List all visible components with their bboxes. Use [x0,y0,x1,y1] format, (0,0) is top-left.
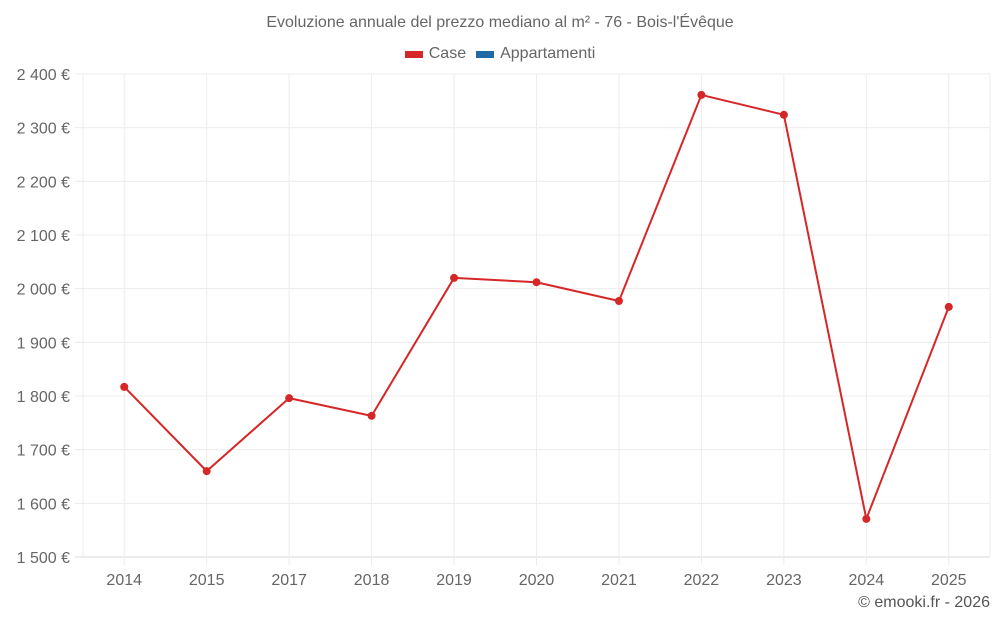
grid-lines [75,73,991,565]
y-tick-label: 1 800 € [17,389,70,406]
x-tick-label: 2025 [931,572,967,589]
x-tick-label: 2017 [271,572,307,589]
data-point[interactable] [202,467,211,476]
y-tick-label: 2 400 € [17,67,70,84]
copyright-footer: © emooki.fr - 2026 [858,594,990,611]
series-case [120,90,953,523]
x-tick-label: 2022 [684,572,720,589]
data-point[interactable] [285,394,294,403]
y-tick-label: 1 600 € [17,496,70,513]
x-tick-label: 2015 [189,572,225,589]
y-tick-label: 1 700 € [17,443,70,460]
data-point[interactable] [944,302,953,311]
x-tick-label: 2014 [106,572,142,589]
y-axis: 1 500 € 1 600 € 1 700 € 1 800 € 1 900 € 2 000… [17,67,70,567]
x-tick-label: 2019 [436,572,472,589]
data-point[interactable] [367,411,376,420]
y-tick-label: 2 300 € [17,121,70,138]
data-point[interactable] [779,110,788,119]
legend-item-case[interactable]: Case [404,45,467,63]
legend-item-appartamenti[interactable]: Appartamenti [476,45,595,63]
legend-swatch-appartamenti [476,50,495,58]
x-tick-label: 2024 [849,572,885,589]
legend-label-case: Case [428,45,467,62]
data-point[interactable] [697,90,706,99]
data-point[interactable] [614,297,623,306]
y-tick-label: 2 200 € [17,174,70,191]
x-tick-label: 2021 [601,572,637,589]
legend-swatch-case [404,50,423,58]
legend: Case Appartamenti [0,45,1000,63]
y-tick-label: 1 900 € [17,335,70,352]
y-tick-label: 2 100 € [17,228,70,245]
y-tick-label: 1 500 € [17,550,70,567]
data-point[interactable] [532,278,541,287]
y-tick-label: 2 000 € [17,282,70,299]
x-tick-label: 2020 [519,572,555,589]
legend-label-appartamenti: Appartamenti [500,45,596,62]
x-axis: 2014 2015 2017 2018 2019 2020 2021 2022 2023 2024… [106,572,966,589]
x-tick-label: 2018 [354,572,390,589]
data-point[interactable] [120,382,129,391]
data-point[interactable] [862,514,871,523]
x-tick-label: 2023 [766,572,802,589]
chart-title: Evoluzione annuale del prezzo mediano al… [266,14,734,31]
data-point[interactable] [450,273,459,282]
